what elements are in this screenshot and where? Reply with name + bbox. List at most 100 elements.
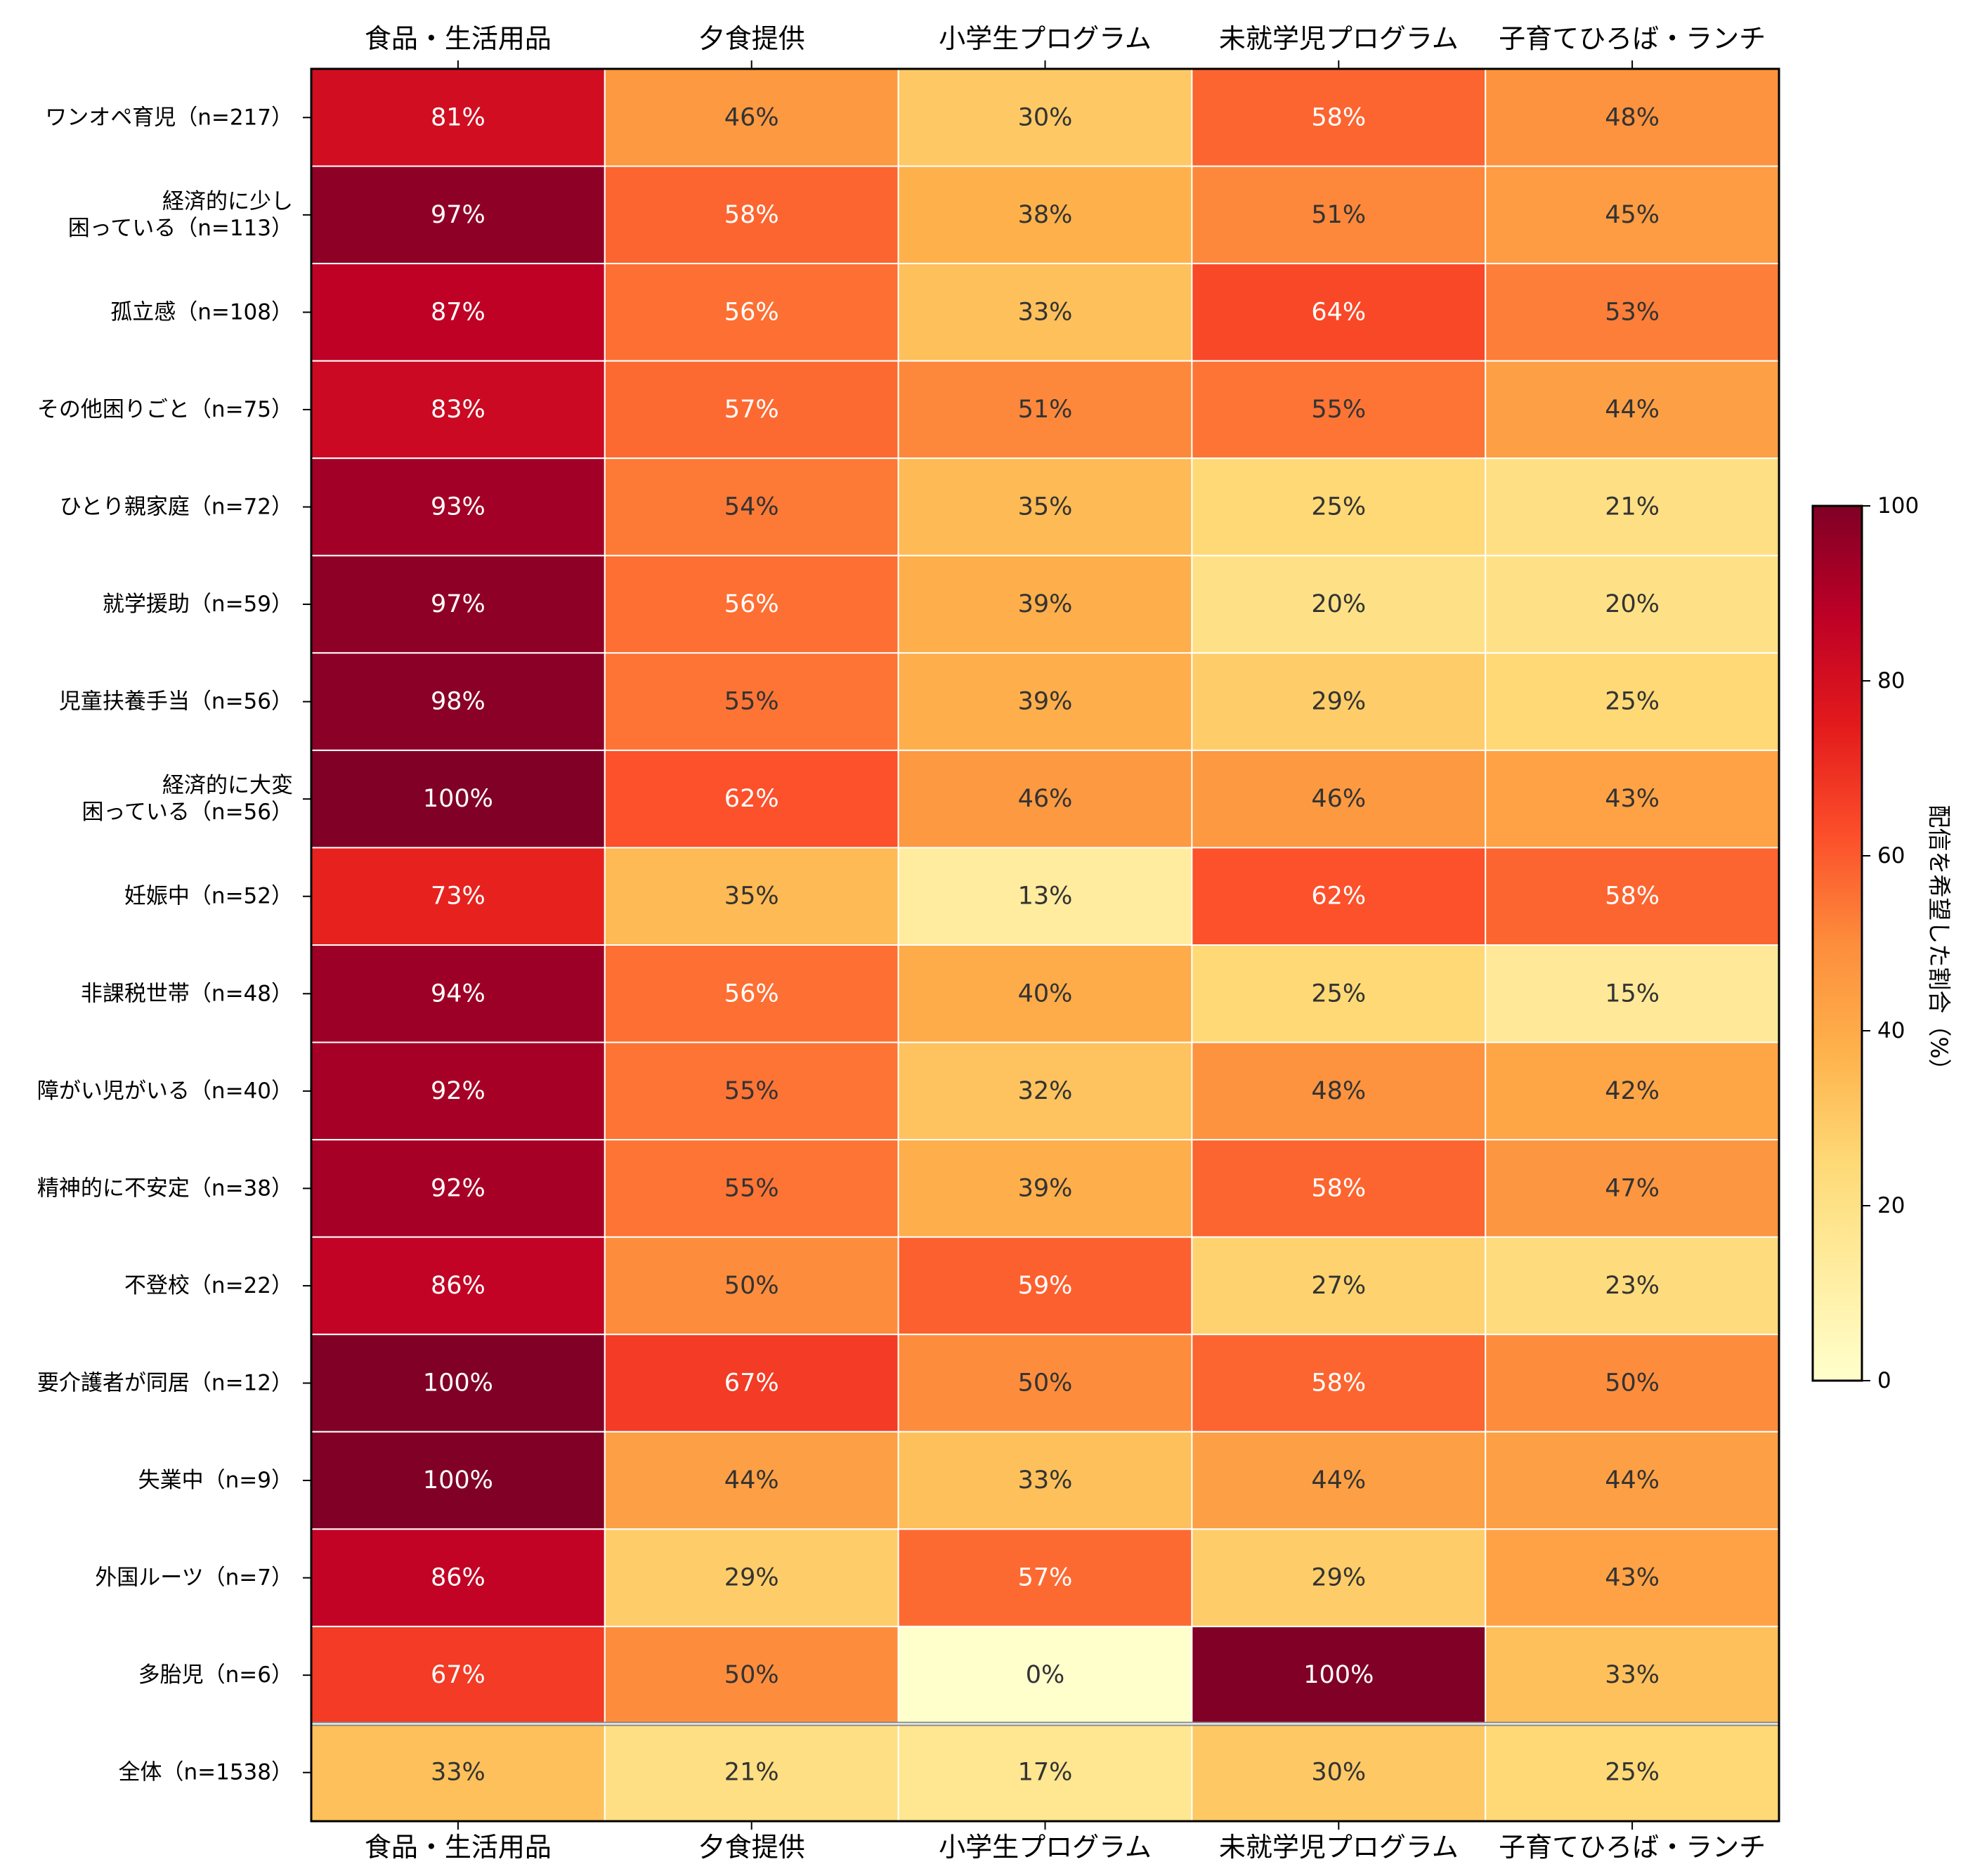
column-label-bottom: 食品・生活用品 bbox=[365, 1832, 552, 1863]
row-label: 困っている（n=113） bbox=[68, 216, 293, 241]
cell-value-label: 29% bbox=[1311, 1564, 1366, 1592]
cell-value-label: 17% bbox=[1018, 1759, 1073, 1787]
heatmap-cell bbox=[897, 1041, 1193, 1141]
cell-value-label: 57% bbox=[724, 396, 779, 424]
heatmap-cell bbox=[1191, 944, 1487, 1043]
heatmap-cell bbox=[1191, 1334, 1487, 1433]
heatmap-cell bbox=[1485, 360, 1780, 460]
row-label: 全体（n=1538） bbox=[118, 1760, 293, 1785]
cell-value-label: 44% bbox=[1605, 1466, 1660, 1494]
cell-value-label: 13% bbox=[1018, 882, 1073, 911]
cell-value-label: 83% bbox=[431, 396, 486, 424]
heatmap-cell bbox=[1485, 1431, 1780, 1530]
heatmap-cell bbox=[311, 1723, 606, 1822]
heatmap-cell bbox=[604, 68, 899, 167]
cell-value-label: 33% bbox=[1018, 298, 1073, 326]
cell-value-label: 97% bbox=[431, 201, 486, 229]
colorbar-tick-label: 20 bbox=[1877, 1193, 1905, 1218]
cell-value-label: 100% bbox=[423, 1466, 493, 1494]
column-label-top: 食品・生活用品 bbox=[365, 23, 552, 54]
heatmap-cell bbox=[1191, 360, 1487, 460]
heatmap-cell bbox=[604, 1139, 899, 1238]
cell-value-label: 51% bbox=[1018, 396, 1073, 424]
cell-value-label: 46% bbox=[1018, 785, 1073, 813]
heatmap-cell bbox=[311, 1528, 606, 1627]
heatmap-cell bbox=[897, 1334, 1193, 1433]
heatmap-cell bbox=[897, 360, 1193, 460]
cell-value-label: 45% bbox=[1605, 201, 1660, 229]
heatmap-cell bbox=[897, 165, 1193, 265]
heatmap-cell bbox=[604, 944, 899, 1043]
cell-value-label: 48% bbox=[1311, 1077, 1366, 1105]
colorbar: 0 20 40 60 80 100 配信を希望した割合（%） bbox=[1811, 493, 1953, 1393]
cell-value-label: 32% bbox=[1018, 1077, 1073, 1105]
cell-value-label: 20% bbox=[1311, 590, 1366, 618]
cell-value-label: 21% bbox=[724, 1759, 779, 1787]
row-label: ひとり親家庭（n=72） bbox=[60, 495, 293, 520]
heatmap-cell bbox=[311, 1236, 606, 1336]
cell-value-label: 73% bbox=[431, 882, 486, 911]
cell-value-label: 86% bbox=[431, 1272, 486, 1300]
cell-value-label: 67% bbox=[724, 1369, 779, 1398]
heatmap-cell bbox=[1191, 1431, 1487, 1530]
heatmap-cell bbox=[1191, 1236, 1487, 1336]
cell-value-label: 53% bbox=[1605, 298, 1660, 326]
column-label-bottom: 未就学児プログラム bbox=[1219, 1832, 1459, 1863]
cell-value-label: 23% bbox=[1605, 1272, 1660, 1300]
cell-value-label: 58% bbox=[1311, 103, 1366, 131]
cell-value-label: 40% bbox=[1018, 979, 1073, 1008]
heatmap-cell bbox=[1191, 1041, 1487, 1141]
column-label-bottom: 小学生プログラム bbox=[939, 1832, 1152, 1863]
cell-value-label: 56% bbox=[724, 298, 779, 326]
cell-value-label: 39% bbox=[1018, 590, 1073, 618]
cell-value-label: 44% bbox=[724, 1466, 779, 1494]
row-label: 要介護者が同居（n=12） bbox=[37, 1371, 293, 1396]
cell-value-label: 39% bbox=[1018, 688, 1073, 716]
cell-value-label: 33% bbox=[1605, 1661, 1660, 1689]
cell-value-label: 55% bbox=[724, 1174, 779, 1202]
row-label: 児童扶養手当（n=56） bbox=[59, 689, 293, 715]
column-label-top: 小学生プログラム bbox=[939, 23, 1152, 54]
heatmap-cell bbox=[604, 1723, 899, 1822]
heatmap-cell bbox=[604, 360, 899, 460]
heatmap-cell bbox=[1485, 1334, 1780, 1433]
row-label: 精神的に不安定（n=38） bbox=[37, 1175, 293, 1201]
heatmap-cell bbox=[604, 1431, 899, 1530]
heatmap-cell bbox=[1191, 749, 1487, 849]
cell-value-label: 87% bbox=[431, 298, 486, 326]
cell-value-label: 25% bbox=[1605, 1759, 1660, 1787]
heatmap-cell bbox=[1485, 652, 1780, 751]
heatmap-cell bbox=[1485, 68, 1780, 167]
colorbar-tick-label: 60 bbox=[1877, 843, 1905, 868]
cell-value-label: 58% bbox=[1605, 882, 1660, 911]
heatmap-cell bbox=[1485, 1625, 1780, 1725]
cell-value-label: 59% bbox=[1018, 1272, 1073, 1300]
heatmap-cell bbox=[311, 1334, 606, 1433]
cell-value-label: 92% bbox=[431, 1174, 486, 1202]
cell-value-label: 55% bbox=[1311, 396, 1366, 424]
cell-value-label: 43% bbox=[1605, 1564, 1660, 1592]
heatmap-cell bbox=[1191, 1723, 1487, 1822]
cell-value-label: 56% bbox=[724, 979, 779, 1008]
cell-value-label: 94% bbox=[431, 979, 486, 1008]
heatmap-cells: 81% 46% 30% 58% 48% 97% 58% 38% 51% 45% 87% 56% 33% 6… bbox=[311, 68, 1780, 1822]
cell-value-label: 29% bbox=[1311, 688, 1366, 716]
heatmap-cell bbox=[604, 554, 899, 654]
cell-value-label: 25% bbox=[1605, 688, 1660, 716]
heatmap-cell bbox=[311, 749, 606, 849]
heatmap-cell bbox=[897, 1431, 1193, 1530]
heatmap-cell bbox=[1485, 457, 1780, 556]
cell-value-label: 44% bbox=[1311, 1466, 1366, 1494]
heatmap-cell bbox=[1485, 847, 1780, 946]
cell-value-label: 97% bbox=[431, 590, 486, 618]
row-label: 就学援助（n=59） bbox=[103, 592, 293, 617]
cell-value-label: 67% bbox=[431, 1661, 486, 1689]
cell-value-label: 20% bbox=[1605, 590, 1660, 618]
heatmap-cell bbox=[897, 1723, 1193, 1822]
heatmap-cell bbox=[604, 1625, 899, 1725]
heatmap-cell bbox=[1485, 944, 1780, 1043]
cell-value-label: 25% bbox=[1311, 979, 1366, 1008]
cell-value-label: 30% bbox=[1311, 1759, 1366, 1787]
cell-value-label: 42% bbox=[1605, 1077, 1660, 1105]
heatmap-cell bbox=[311, 68, 606, 167]
